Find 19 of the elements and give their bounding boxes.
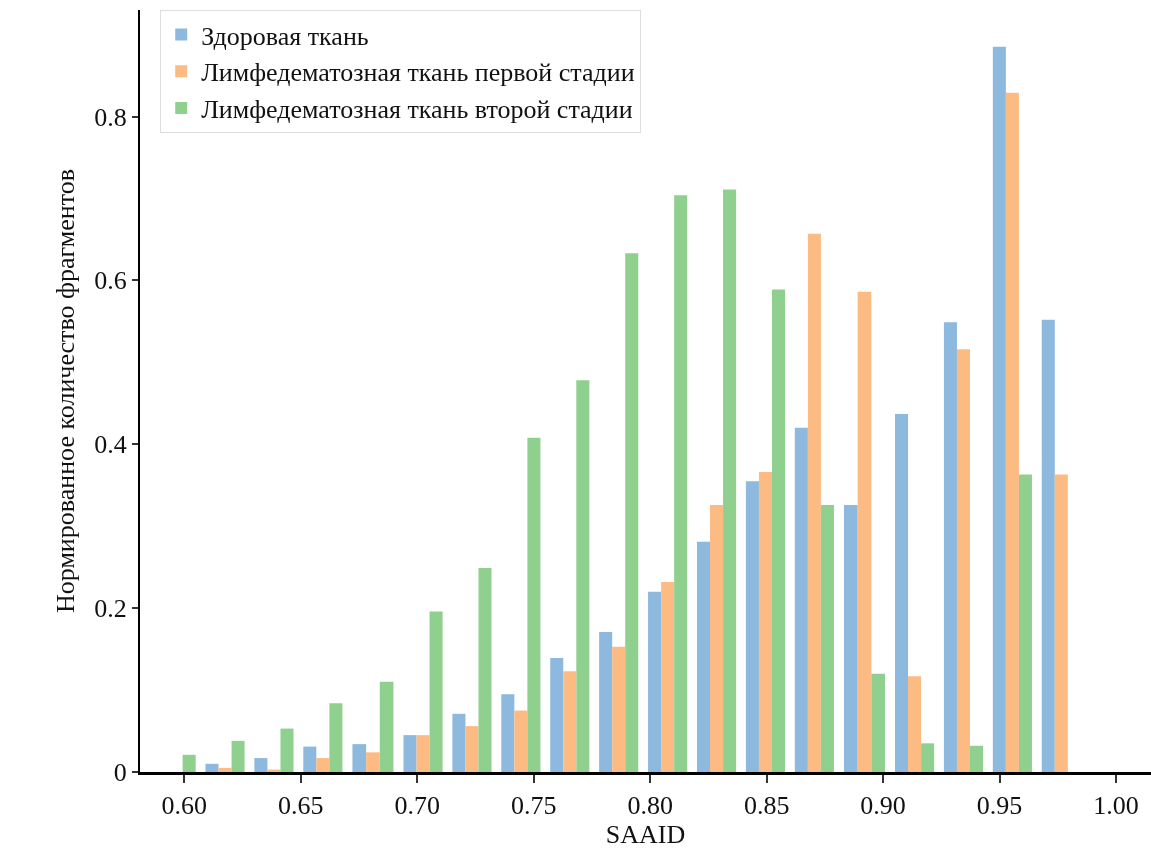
x-tick-label: 0.70 bbox=[394, 791, 440, 821]
y-tick-label: 0.2 bbox=[94, 594, 127, 624]
y-tick-label: 0.4 bbox=[94, 430, 127, 460]
x-tick-label: 0.80 bbox=[627, 791, 673, 821]
legend-label: Лимфедематозная ткань второй стадии bbox=[201, 95, 633, 125]
y-tick-label: 0 bbox=[113, 758, 127, 788]
x-tick-label: 0.90 bbox=[860, 791, 906, 821]
x-tick-label: 0.95 bbox=[976, 791, 1023, 821]
y-axis-title: Нормированное количество фрагментов bbox=[51, 169, 81, 613]
x-axis-title: SAAID bbox=[605, 820, 686, 850]
legend-label: Лимфедематозная ткань первой стадии bbox=[201, 58, 635, 88]
y-tick-label: 0.6 bbox=[94, 266, 127, 296]
y-tick-label: 0.8 bbox=[94, 102, 127, 132]
x-tick-label: 1.00 bbox=[1093, 791, 1139, 821]
x-tick-label: 0.85 bbox=[743, 791, 790, 821]
x-tick-label: 0.75 bbox=[510, 791, 557, 821]
x-tick-label: 0.65 bbox=[277, 791, 324, 821]
x-tick-label: 0.60 bbox=[161, 791, 208, 821]
legend-label: Здоровая ткань bbox=[201, 21, 369, 51]
